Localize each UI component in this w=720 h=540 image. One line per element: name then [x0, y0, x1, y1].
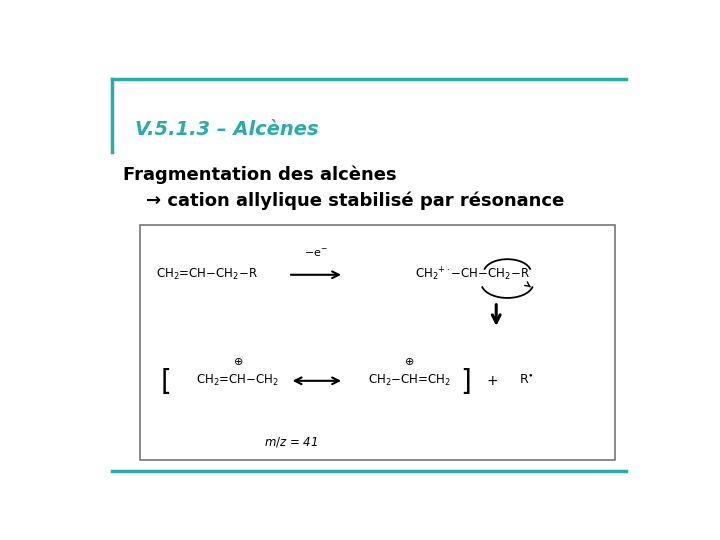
- Text: CH$_2$=CH$-$CH$_2$: CH$_2$=CH$-$CH$_2$: [197, 373, 279, 388]
- Text: Fragmentation des alcènes: Fragmentation des alcènes: [124, 166, 397, 184]
- Text: CH$_2$=CH$-$CH$_2$$-$R: CH$_2$=CH$-$CH$_2$$-$R: [156, 267, 258, 282]
- Text: $[$: $[$: [161, 366, 171, 396]
- Text: V.5.1.3 – Alcènes: V.5.1.3 – Alcènes: [135, 120, 318, 139]
- Text: CH$_2$$^{+\cdot}$$-$CH$-$CH$_2$$-$R: CH$_2$$^{+\cdot}$$-$CH$-$CH$_2$$-$R: [415, 266, 530, 284]
- Text: R$^{\bullet}$: R$^{\bullet}$: [519, 374, 534, 387]
- Text: $-$e$^{-}$: $-$e$^{-}$: [304, 248, 328, 259]
- Text: $\oplus$: $\oplus$: [404, 356, 414, 367]
- Text: $]$: $]$: [460, 366, 470, 396]
- Text: CH$_2$$-$CH=CH$_2$: CH$_2$$-$CH=CH$_2$: [368, 373, 451, 388]
- Text: $+$: $+$: [486, 374, 498, 388]
- Text: $\oplus$: $\oplus$: [233, 356, 243, 367]
- Bar: [140, 225, 615, 460]
- Text: → cation allylique stabilisé par résonance: → cation allylique stabilisé par résonan…: [145, 192, 564, 211]
- Text: $m/z$ = 41: $m/z$ = 41: [264, 435, 318, 449]
